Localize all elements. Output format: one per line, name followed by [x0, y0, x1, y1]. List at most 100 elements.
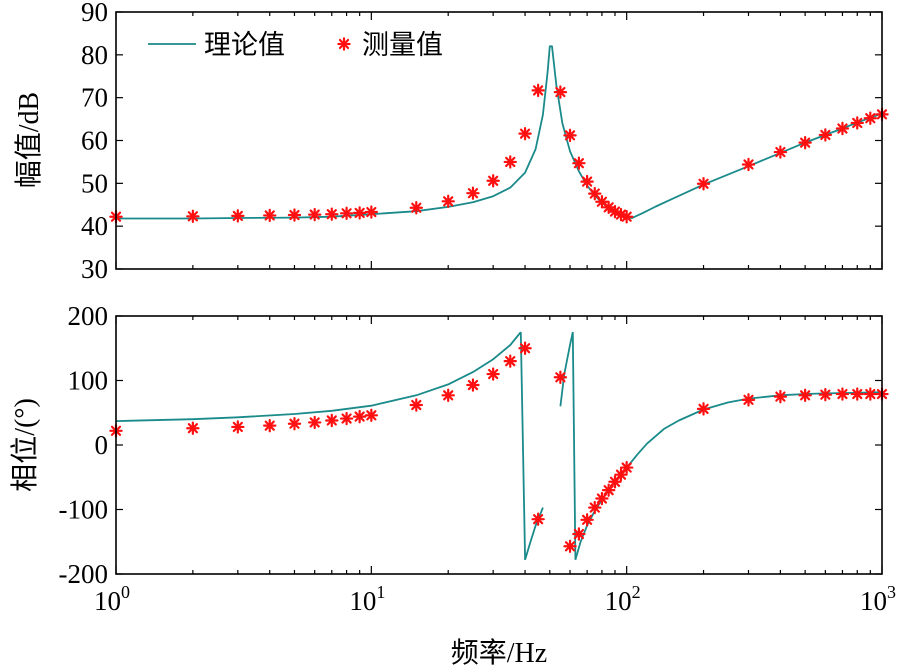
- measured-point: [364, 408, 379, 423]
- magnitude-theory-lines: [116, 45, 883, 220]
- measured-point: [263, 208, 277, 223]
- measured-point: [186, 209, 200, 224]
- measured-point: [696, 177, 711, 191]
- measured-point: [287, 208, 302, 222]
- measured-point: [503, 354, 517, 368]
- measured-point: [441, 388, 455, 403]
- measured-point: [595, 491, 609, 506]
- measured-point: [409, 398, 423, 412]
- measured-point: [186, 421, 200, 435]
- measured-point: [741, 393, 756, 407]
- measured-point: [863, 387, 878, 401]
- measured-point: [588, 186, 602, 201]
- measured-point: [518, 126, 532, 141]
- theory-line-segment: [524, 507, 544, 561]
- legend-measured-label: 测量值: [362, 30, 443, 60]
- phase-ticks: -200 -100 0 100 200 100 101 102 103: [59, 301, 897, 616]
- magnitude-measured-markers: [109, 83, 889, 224]
- ytick-label: 40: [81, 211, 108, 241]
- measured-point: [352, 206, 367, 220]
- theory-line-segment: [116, 45, 883, 220]
- theory-line-segment: [571, 332, 577, 560]
- phase-ylabel: 相位/(°): [9, 398, 41, 492]
- phase-axes-frame: [115, 315, 883, 575]
- x-axis-label: 频率/Hz: [451, 637, 547, 669]
- ytick-label: 0: [95, 430, 109, 460]
- measured-point: [696, 402, 711, 416]
- measured-point: [553, 85, 568, 99]
- measured-point: [307, 207, 322, 222]
- measured-point: [614, 467, 628, 482]
- measured-point: [364, 205, 379, 219]
- magnitude-ylabel: 幅值/dB: [13, 92, 45, 188]
- phase-panel: -200 -100 0 100 200 100 101 102 103 相位/(°): [9, 301, 896, 616]
- measured-point: [563, 128, 577, 143]
- legend-theory-label: 理论值: [204, 30, 285, 60]
- measured-point: [287, 417, 302, 431]
- measured-point: [231, 420, 245, 434]
- measured-point: [325, 413, 339, 428]
- legend-measured-swatch: [337, 37, 351, 51]
- measured-point: [352, 409, 367, 424]
- measured-point: [572, 527, 586, 541]
- measured-point: [773, 389, 788, 404]
- ytick-label: -200: [59, 559, 109, 589]
- measured-point: [553, 370, 568, 384]
- measured-point: [850, 116, 864, 130]
- ytick-label: 200: [68, 301, 109, 331]
- measured-point: [835, 121, 850, 136]
- ytick-label: 30: [81, 254, 108, 284]
- measured-point: [503, 155, 517, 169]
- measured-point: [588, 500, 602, 515]
- measured-point: [466, 378, 480, 392]
- measured-point: [798, 388, 812, 403]
- measured-point: [307, 415, 322, 430]
- measured-point: [818, 128, 833, 142]
- measured-point: [818, 387, 833, 402]
- measured-point: [486, 174, 500, 188]
- measured-point: [835, 387, 850, 401]
- measured-point: [580, 174, 594, 189]
- measured-point: [563, 539, 577, 553]
- measured-point: [741, 157, 756, 172]
- xtick-label: 100: [94, 582, 130, 616]
- magnitude-axes-frame: [115, 11, 883, 270]
- legend: 理论值 测量值: [148, 30, 443, 60]
- measured-point: [850, 387, 864, 401]
- measured-point: [608, 475, 622, 489]
- ytick-label: 80: [81, 40, 108, 70]
- measured-point: [231, 209, 245, 223]
- phase-theory-lines: [115, 331, 883, 561]
- xtick-label: 102: [605, 582, 641, 616]
- ytick-label: 100: [68, 366, 109, 396]
- ytick-label: 90: [81, 0, 108, 27]
- measured-point: [339, 411, 354, 426]
- measured-point: [531, 83, 545, 98]
- measured-point: [619, 210, 634, 224]
- measured-point: [531, 512, 545, 526]
- measured-point: [339, 206, 354, 221]
- measured-point: [409, 201, 423, 215]
- theory-line-segment: [559, 331, 574, 407]
- measured-point: [601, 483, 616, 497]
- magnitude-panel: 30 40 50 60 70 80 90 理论值 测量值 幅值/dB: [13, 0, 889, 284]
- ytick-label: 60: [81, 126, 108, 156]
- ytick-label: 50: [81, 168, 108, 198]
- measured-point: [263, 418, 277, 433]
- xtick-label: 103: [860, 582, 896, 616]
- theory-line-segment: [115, 331, 522, 422]
- measured-point: [798, 135, 812, 150]
- measured-point: [572, 156, 586, 170]
- legend-star-marker: [337, 37, 351, 51]
- measured-point: [619, 460, 634, 475]
- phase-measured-markers: [109, 341, 889, 553]
- measured-point: [863, 111, 878, 125]
- xtick-label: 101: [349, 582, 385, 616]
- measured-point: [441, 194, 455, 209]
- ytick-label: -100: [59, 495, 109, 525]
- measured-point: [773, 145, 788, 159]
- measured-point: [466, 186, 480, 200]
- theory-line-segment: [519, 332, 526, 560]
- ytick-label: 70: [81, 83, 108, 113]
